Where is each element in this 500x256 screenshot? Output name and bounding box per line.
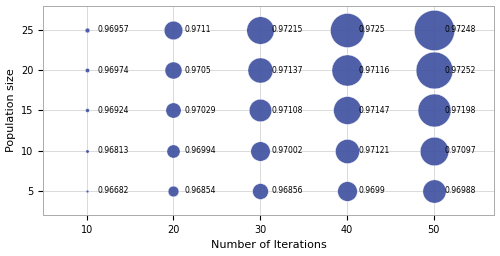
Text: 0.97252: 0.97252 bbox=[445, 66, 476, 74]
Point bbox=[170, 149, 177, 153]
Point bbox=[170, 28, 177, 32]
Point bbox=[343, 189, 351, 193]
Point bbox=[82, 28, 90, 32]
Text: 0.96682: 0.96682 bbox=[98, 186, 130, 196]
Point bbox=[256, 149, 264, 153]
Point bbox=[256, 28, 264, 32]
Point bbox=[170, 189, 177, 193]
Point bbox=[430, 149, 438, 153]
Text: 0.9705: 0.9705 bbox=[184, 66, 212, 74]
Text: 0.9711: 0.9711 bbox=[184, 25, 211, 34]
Text: 0.9699: 0.9699 bbox=[358, 186, 385, 196]
Point bbox=[82, 149, 90, 153]
Text: 0.97097: 0.97097 bbox=[445, 146, 476, 155]
Point bbox=[256, 108, 264, 112]
Point bbox=[343, 68, 351, 72]
Text: 0.96924: 0.96924 bbox=[98, 106, 130, 115]
Text: 0.97137: 0.97137 bbox=[272, 66, 303, 74]
Text: 0.96957: 0.96957 bbox=[98, 25, 130, 34]
Point bbox=[82, 108, 90, 112]
Point bbox=[170, 108, 177, 112]
Point bbox=[256, 189, 264, 193]
Text: 0.96974: 0.96974 bbox=[98, 66, 130, 74]
Text: 0.96856: 0.96856 bbox=[272, 186, 303, 196]
Point bbox=[430, 28, 438, 32]
Text: 0.97248: 0.97248 bbox=[445, 25, 476, 34]
X-axis label: Number of Iterations: Number of Iterations bbox=[211, 240, 327, 250]
Text: 0.96854: 0.96854 bbox=[184, 186, 216, 196]
Text: 0.9725: 0.9725 bbox=[358, 25, 385, 34]
Text: 0.97198: 0.97198 bbox=[445, 106, 476, 115]
Point bbox=[343, 108, 351, 112]
Text: 0.96988: 0.96988 bbox=[445, 186, 476, 196]
Point bbox=[430, 68, 438, 72]
Text: 0.96813: 0.96813 bbox=[98, 146, 130, 155]
Y-axis label: Population size: Population size bbox=[6, 69, 16, 152]
Point bbox=[170, 68, 177, 72]
Point bbox=[343, 149, 351, 153]
Text: 0.97147: 0.97147 bbox=[358, 106, 390, 115]
Point bbox=[430, 189, 438, 193]
Text: 0.96994: 0.96994 bbox=[184, 146, 216, 155]
Text: 0.97215: 0.97215 bbox=[272, 25, 303, 34]
Text: 0.97002: 0.97002 bbox=[272, 146, 303, 155]
Text: 0.97121: 0.97121 bbox=[358, 146, 390, 155]
Point bbox=[82, 189, 90, 193]
Point bbox=[82, 68, 90, 72]
Point bbox=[430, 108, 438, 112]
Text: 0.97108: 0.97108 bbox=[272, 106, 303, 115]
Point bbox=[256, 68, 264, 72]
Point bbox=[343, 28, 351, 32]
Text: 0.97029: 0.97029 bbox=[184, 106, 216, 115]
Text: 0.97116: 0.97116 bbox=[358, 66, 390, 74]
